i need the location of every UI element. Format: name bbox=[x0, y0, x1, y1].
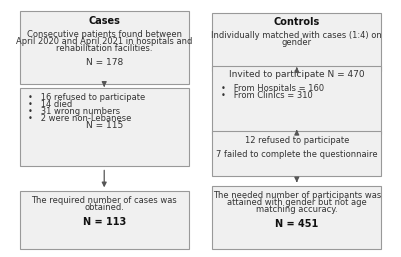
Text: Invited to participate N = 470: Invited to participate N = 470 bbox=[229, 70, 365, 79]
Text: •   16 refused to participate: • 16 refused to participate bbox=[28, 93, 146, 102]
FancyBboxPatch shape bbox=[20, 11, 189, 85]
Text: •   2 were non-Lebanese: • 2 were non-Lebanese bbox=[28, 114, 132, 123]
Text: gender: gender bbox=[282, 38, 312, 47]
Text: N = 115: N = 115 bbox=[85, 121, 123, 130]
FancyBboxPatch shape bbox=[212, 186, 381, 249]
Text: N = 451: N = 451 bbox=[275, 219, 318, 229]
Text: obtained.: obtained. bbox=[84, 203, 124, 212]
Text: N = 113: N = 113 bbox=[83, 217, 126, 227]
Text: 12 refused to participate: 12 refused to participate bbox=[245, 135, 349, 144]
Text: Individually matched with cases (1:4) on: Individually matched with cases (1:4) on bbox=[211, 31, 382, 40]
Text: rehabilitation facilities.: rehabilitation facilities. bbox=[56, 44, 152, 53]
FancyBboxPatch shape bbox=[20, 191, 189, 249]
Text: The needed number of participants was: The needed number of participants was bbox=[213, 191, 381, 200]
Text: Controls: Controls bbox=[273, 17, 320, 27]
Text: •   From Hospitals = 160: • From Hospitals = 160 bbox=[221, 84, 324, 93]
Text: N = 178: N = 178 bbox=[85, 58, 123, 67]
Text: Consecutive patients found between: Consecutive patients found between bbox=[27, 30, 182, 39]
Text: matching accuracy.: matching accuracy. bbox=[256, 205, 338, 214]
FancyBboxPatch shape bbox=[212, 66, 381, 134]
Text: Cases: Cases bbox=[88, 16, 120, 26]
FancyBboxPatch shape bbox=[212, 13, 381, 71]
Text: The required number of cases was: The required number of cases was bbox=[31, 196, 177, 205]
Text: attained with gender but not age: attained with gender but not age bbox=[227, 198, 367, 207]
FancyBboxPatch shape bbox=[20, 88, 189, 166]
Text: •   14 died: • 14 died bbox=[28, 100, 73, 109]
Text: April 2020 and April 2021 in hospitals and: April 2020 and April 2021 in hospitals a… bbox=[16, 37, 192, 46]
Text: 7 failed to complete the questionnaire: 7 failed to complete the questionnaire bbox=[216, 150, 378, 159]
Text: •   From Clinics = 310: • From Clinics = 310 bbox=[221, 91, 313, 100]
FancyBboxPatch shape bbox=[212, 131, 381, 176]
Text: •   31 wrong numbers: • 31 wrong numbers bbox=[28, 107, 120, 116]
